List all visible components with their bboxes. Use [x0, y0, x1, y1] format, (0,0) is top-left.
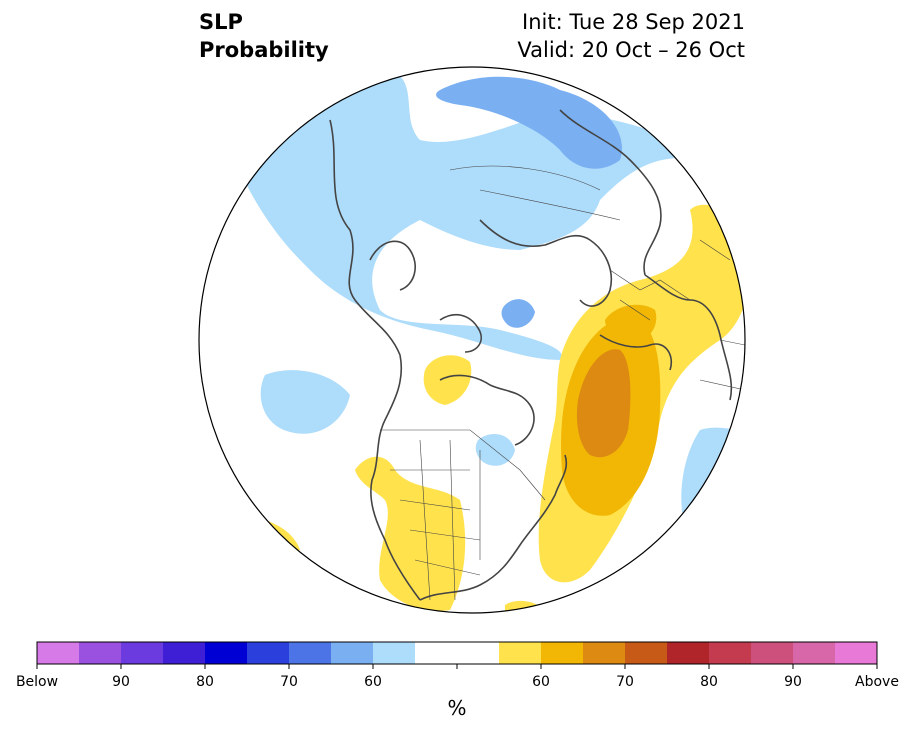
borders: [380, 165, 745, 601]
colorbar-bin: [625, 642, 668, 664]
colorbar-bin: [541, 642, 584, 664]
colorbar-bin: [79, 642, 122, 664]
coastlines: [329, 109, 733, 601]
colorbar-tick-label: Below: [15, 674, 59, 690]
colorbar-tick-label: Above: [855, 674, 899, 690]
above-region-us: [355, 456, 466, 611]
chart-dates: Init: Tue 28 Sep 2021 Valid: 20 Oct – 26…: [517, 8, 745, 64]
valid-range: Valid: 20 Oct – 26 Oct: [517, 38, 745, 62]
below-region-asia-east: [681, 427, 745, 540]
colorbar-tick-label: 70: [616, 674, 634, 690]
chart-title: SLP Probability: [199, 8, 329, 64]
colorbar-bin: [163, 642, 206, 664]
above-medium-europe: [605, 304, 657, 342]
above-strong-atlantic: [576, 349, 631, 458]
colorbar-bin: [205, 642, 248, 664]
colorbar-bin: [289, 642, 332, 664]
colorbar-bin: [331, 642, 374, 664]
colorbar-bin: [499, 642, 542, 664]
colorbar-bin: [583, 642, 626, 664]
colorbar-unit: %: [447, 696, 467, 720]
colorbar-bin: [373, 642, 416, 664]
above-region-canada: [423, 355, 472, 405]
colorbar-bin: [793, 642, 836, 664]
colorbar-tick-label: 60: [532, 674, 550, 690]
colorbar-tick-label: 80: [700, 674, 718, 690]
colorbar-bin: [751, 642, 794, 664]
title-subtitle: Probability: [199, 38, 329, 62]
below-medium-greenland: [501, 299, 535, 328]
colorbar-bin: [667, 642, 710, 664]
colorbar-bin: [121, 642, 164, 664]
colorbar-tick-label: 60: [364, 674, 382, 690]
below-region-pacific: [260, 370, 350, 434]
colorbar-bin: [457, 642, 500, 664]
colorbar-tick-label: 80: [196, 674, 214, 690]
init-date: Init: Tue 28 Sep 2021: [522, 10, 745, 34]
colorbar: [36, 641, 878, 669]
colorbar-bin: [37, 642, 80, 664]
colorbar-tick-label: 90: [784, 674, 802, 690]
globe-outline: [198, 66, 746, 614]
colorbar-bin: [709, 642, 752, 664]
probability-shading: [230, 70, 745, 613]
colorbar-bin: [415, 642, 458, 664]
colorbar-tick-label: 90: [112, 674, 130, 690]
colorbar-bin: [835, 642, 878, 664]
title-variable: SLP: [199, 10, 243, 34]
below-medium-arctic: [436, 76, 622, 169]
polar-map: [198, 66, 746, 614]
colorbar-tick-label: 70: [280, 674, 298, 690]
colorbar-bin: [247, 642, 290, 664]
